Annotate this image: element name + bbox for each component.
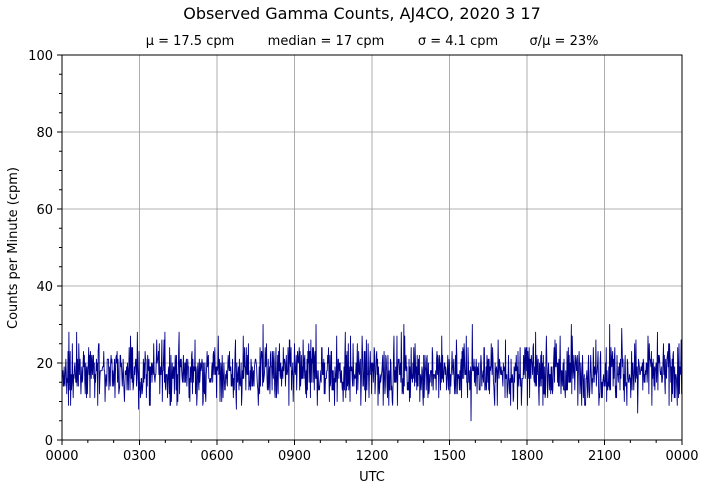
chart-title: Observed Gamma Counts, AJ4CO, 2020 3 17 (183, 4, 541, 23)
x-tick-label: 0600 (200, 449, 233, 464)
x-tick-label: 0000 (665, 449, 698, 464)
stat-median: median = 17 cpm (268, 34, 385, 49)
x-tick-label: 0000 (45, 449, 78, 464)
y-tick-label: 20 (36, 357, 53, 372)
y-axis-label: Counts per Minute (cpm) (6, 167, 21, 329)
y-tick-label: 80 (36, 126, 53, 141)
x-tick-label: 0300 (123, 449, 156, 464)
y-tick-label: 0 (45, 434, 53, 449)
stat-stdev: σ = 4.1 cpm (418, 34, 498, 49)
y-tick-label: 60 (36, 203, 53, 218)
x-axis-label: UTC (359, 470, 385, 485)
stat-mean: μ = 17.5 cpm (146, 34, 235, 49)
counts-line (61, 324, 683, 422)
stat-cv: σ/μ = 23% (530, 34, 599, 49)
x-axis: 0000 0300 0600 0900 1200 1500 1800 2100 0000 (45, 440, 699, 464)
x-tick-label: 2100 (588, 449, 621, 464)
y-axis: 0 20 40 60 80 100 (28, 49, 62, 449)
y-tick-label: 40 (36, 280, 53, 295)
x-tick-label: 1500 (433, 449, 466, 464)
x-tick-label: 1800 (510, 449, 543, 464)
series-counts (61, 324, 683, 422)
gridlines (62, 55, 682, 440)
x-tick-label: 1200 (355, 449, 388, 464)
y-tick-label: 100 (28, 49, 53, 64)
x-tick-label: 0900 (278, 449, 311, 464)
